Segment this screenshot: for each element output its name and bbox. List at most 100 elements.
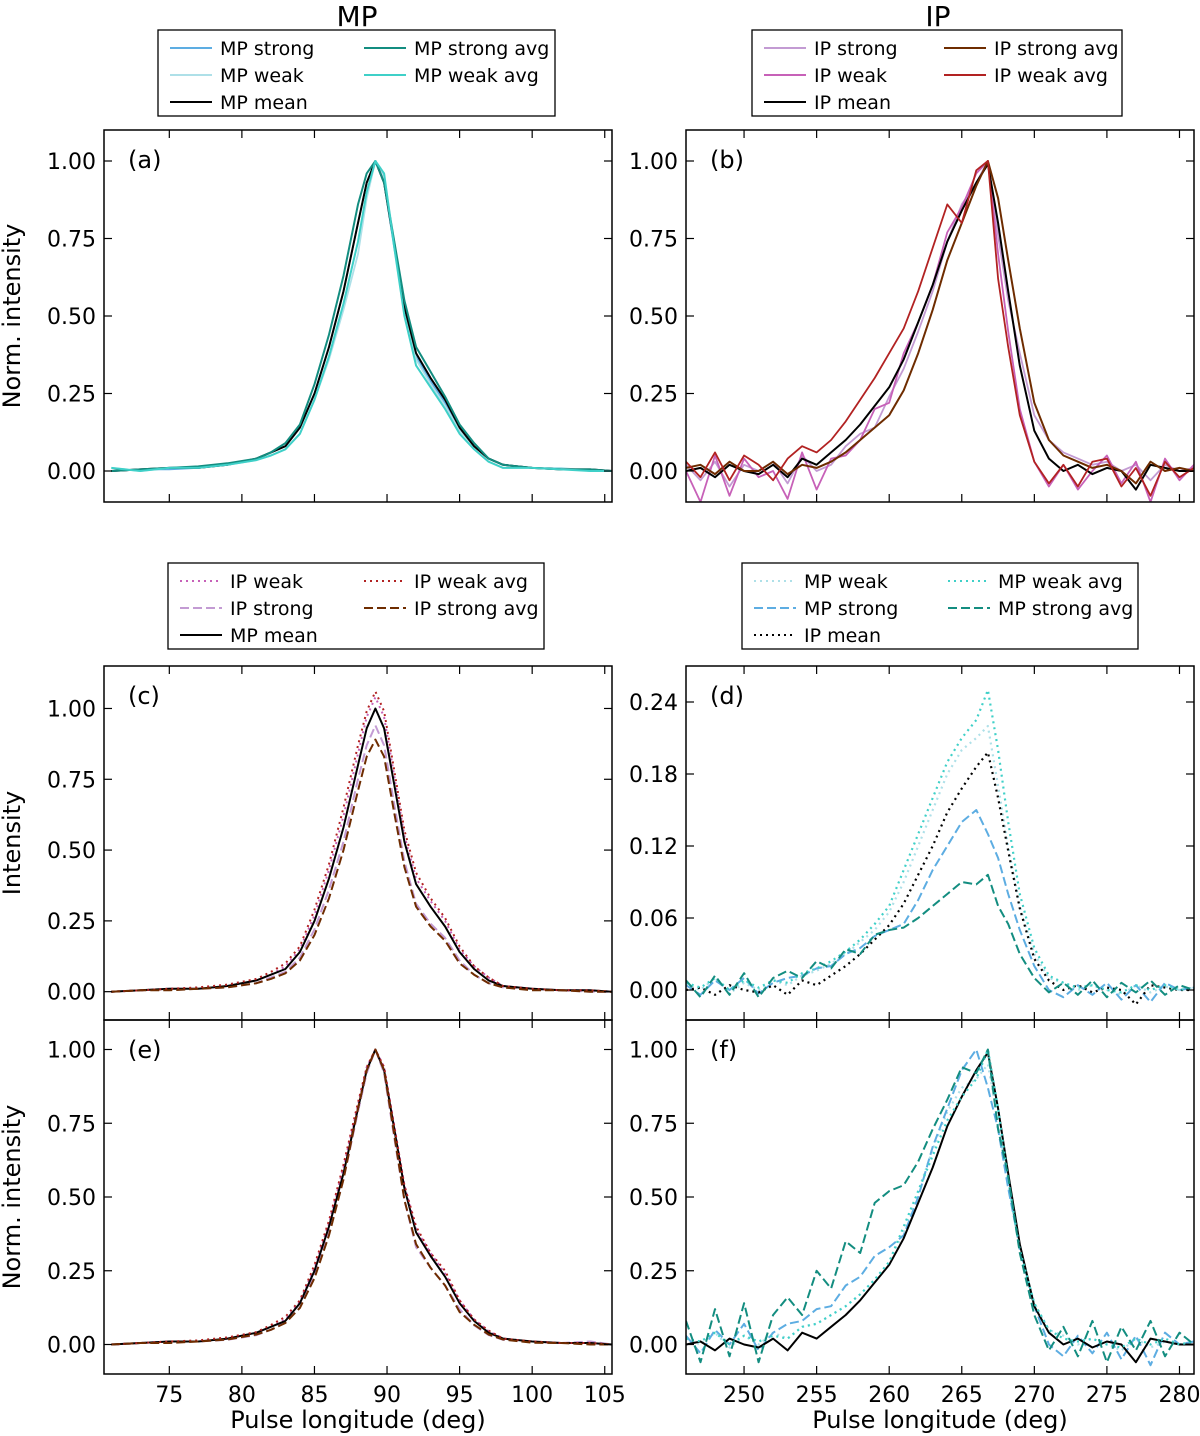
- y-tick-label: 0.00: [629, 1334, 678, 1359]
- legend-entry: MP strong: [804, 598, 898, 620]
- series-line-ip-strong: [686, 160, 1194, 488]
- x-axis-label: Pulse longitude (deg): [812, 1406, 1068, 1434]
- series-line-ip-weak: [686, 160, 1194, 502]
- y-tick-label: 1.00: [47, 1039, 96, 1064]
- series-group: [111, 160, 612, 472]
- x-tick-label: 280: [1158, 1383, 1200, 1408]
- series-group: [686, 1048, 1194, 1367]
- legend-entry: IP weak avg: [414, 571, 528, 593]
- y-axis-label: Intensity: [0, 791, 26, 895]
- x-tick-label: 95: [446, 1383, 474, 1408]
- plot-frame: [685, 129, 1195, 503]
- series-line-mp-weak: [686, 1063, 1194, 1352]
- panel-d: 0.00 0.06 0.12 0.18 0.24 (d) MP weak MP strong I…: [629, 562, 1195, 1021]
- plot-frame: [103, 665, 613, 1021]
- y-tick-label: 0.25: [47, 910, 96, 935]
- series-line-ip-mean: [686, 751, 1194, 1006]
- y-tick-label: 0.00: [629, 460, 678, 485]
- panel-f: 0.00 0.25 0.50 0.75 1.00 250 255 260 265 270 275 28…: [629, 1019, 1200, 1434]
- series-group: [111, 690, 612, 993]
- panel-label: (a): [128, 146, 161, 174]
- panel-label: (d): [710, 682, 744, 710]
- x-tick-label: 260: [868, 1383, 910, 1408]
- y-tick-label: 0.00: [629, 979, 678, 1004]
- legend-entry: MP strong: [220, 38, 314, 60]
- legend: MP weak MP strong IP mean MP weak avg MP str…: [741, 562, 1139, 650]
- panel-label: (b): [710, 146, 744, 174]
- column-title-left: MP: [336, 0, 377, 33]
- legend-entry: MP mean: [220, 92, 308, 114]
- legend-box: [751, 29, 1123, 117]
- legend-box: [741, 562, 1139, 650]
- y-tick-label: 0.18: [629, 763, 678, 788]
- legend-entry: MP strong avg: [998, 598, 1133, 620]
- series-line-mp-strong: [686, 809, 1194, 1003]
- panel-label: (e): [128, 1036, 162, 1064]
- x-tick-label: 85: [300, 1383, 328, 1408]
- series-line-mp-strong-avg: [686, 873, 1194, 999]
- y-tick-label: 0.75: [629, 228, 678, 253]
- plot-frame: [685, 665, 1195, 1021]
- y-tick-label: 0.50: [47, 839, 96, 864]
- series-line-ip-strong-avg: [686, 160, 1194, 485]
- series-line-ip-weak-avg: [111, 690, 612, 993]
- y-tick-label: 0.12: [629, 835, 678, 860]
- y-tick-label: 0.25: [629, 383, 678, 408]
- x-tick-label: 75: [155, 1383, 183, 1408]
- legend-entry: MP weak avg: [998, 571, 1123, 593]
- legend-entry: IP mean: [814, 92, 891, 114]
- x-tick-label: 250: [723, 1383, 765, 1408]
- series-line-mp-strong-avg: [686, 1048, 1194, 1364]
- legend-entry: IP weak: [230, 571, 303, 593]
- series-line-ip-strong-avg: [111, 738, 612, 993]
- legend-entry: MP strong avg: [414, 38, 549, 60]
- y-axis-label: Norm. intensity: [0, 1105, 26, 1290]
- panel-a: 0.00 0.25 0.50 0.75 1.00 (a) Norm. intensity MP…: [0, 29, 613, 503]
- y-tick-label: 0.75: [47, 768, 96, 793]
- series-group: [111, 1048, 612, 1346]
- y-tick-label: 0.24: [629, 691, 678, 716]
- y-tick-label: 1.00: [629, 150, 678, 175]
- x-tick-label: 265: [941, 1383, 983, 1408]
- series-line-ip-mean: [686, 163, 1194, 491]
- panels-group: 0.00 0.25 0.50 0.75 1.00 (a) Norm. intensity MP…: [0, 29, 1200, 1434]
- x-tick-label: 90: [373, 1383, 401, 1408]
- legend: IP weak IP strong MP mean IP weak avg IP str…: [167, 562, 545, 650]
- x-tick-label: 270: [1013, 1383, 1055, 1408]
- y-tick-label: 0.50: [629, 1186, 678, 1211]
- series-group: [686, 160, 1194, 502]
- y-tick-label: 0.50: [629, 305, 678, 330]
- y-tick-label: 0.25: [47, 383, 96, 408]
- panel-e: 0.00 0.25 0.50 0.75 1.00 75 80 85 90 95 100 105 (e) N…: [0, 1019, 626, 1434]
- x-tick-label: 255: [796, 1383, 838, 1408]
- plot-frame: [103, 129, 613, 503]
- legend-entry: MP mean: [230, 625, 318, 647]
- y-tick-label: 1.00: [629, 1039, 678, 1064]
- series-line-mp-strong: [686, 1048, 1194, 1367]
- y-tick-label: 0.00: [47, 460, 96, 485]
- y-tick-label: 1.00: [47, 150, 96, 175]
- x-tick-label: 100: [511, 1383, 553, 1408]
- legend-box: [157, 29, 556, 117]
- legend-entry: MP weak: [804, 571, 888, 593]
- series-line-mp-mean: [111, 707, 612, 993]
- legend-entry: IP mean: [804, 625, 881, 647]
- y-tick-label: 0.75: [47, 1112, 96, 1137]
- series-line-ip-strong-avg: [111, 1048, 612, 1346]
- y-tick-label: 0.50: [47, 305, 96, 330]
- series-line-mp-weak: [686, 724, 1194, 996]
- y-tick-label: 0.75: [629, 1112, 678, 1137]
- legend-entry: IP strong avg: [994, 38, 1119, 60]
- legend-entry: IP strong avg: [414, 598, 539, 620]
- plot-frame: [103, 1019, 613, 1375]
- legend-entry: IP weak avg: [994, 65, 1108, 87]
- legend-entry: IP strong: [814, 38, 898, 60]
- column-title-right: IP: [925, 0, 950, 33]
- series-line-mp-weak-avg: [686, 688, 1194, 994]
- y-tick-label: 0.75: [47, 228, 96, 253]
- series-line-mp-weak-avg: [686, 1048, 1194, 1349]
- series-line-ip-strong: [111, 724, 612, 993]
